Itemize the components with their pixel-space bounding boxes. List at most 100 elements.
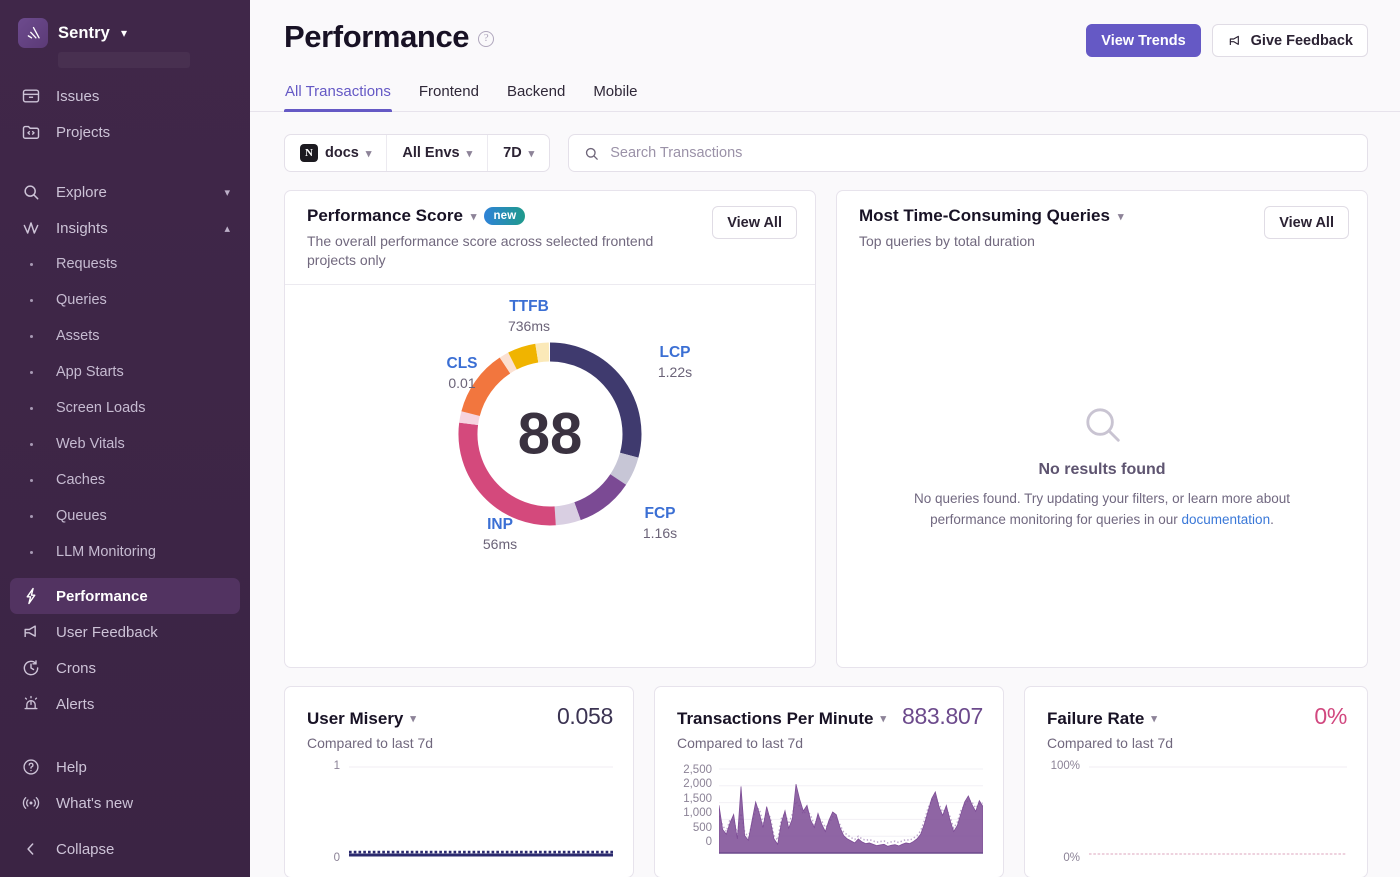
- bullet-icon: [20, 262, 42, 266]
- sidebar-item-crons[interactable]: Crons: [10, 650, 240, 686]
- issues-icon: [20, 85, 42, 107]
- sidebar-collapse-button[interactable]: Collapse: [10, 831, 240, 867]
- header-actions: View Trends Give Feedback: [1086, 20, 1368, 57]
- top-cards-row: Performance Score ▾ new The overall perf…: [250, 172, 1400, 668]
- bullet-icon: [20, 514, 42, 518]
- y-tick-1500: 1,500: [683, 792, 712, 805]
- sidebar-item-label: Insights: [56, 219, 108, 237]
- empty-text-before: No queries found. Try updating your filt…: [914, 490, 1290, 527]
- tab-mobile[interactable]: Mobile: [593, 83, 638, 100]
- sidebar-item-projects[interactable]: Projects: [10, 114, 240, 150]
- empty-state-title: No results found: [1038, 460, 1166, 478]
- bullet-icon: [20, 406, 42, 410]
- donut-label-fcp[interactable]: FCP: [645, 505, 676, 522]
- page-header: Performance ? View Trends Give Feedback: [250, 0, 1400, 57]
- sidebar-item-requests[interactable]: Requests: [10, 246, 240, 282]
- org-subtitle-placeholder: [58, 52, 190, 68]
- plot-area: [1089, 763, 1347, 863]
- clock-icon: [20, 657, 42, 679]
- chevron-down-icon[interactable]: ▾: [410, 713, 416, 726]
- sidebar-item-label: Screen Loads: [56, 400, 146, 416]
- sidebar-item-label: Assets: [56, 328, 100, 344]
- y-axis-labels: 1 0: [307, 759, 349, 864]
- sidebar-item-label: Explore: [56, 183, 107, 201]
- failure-rate-value: 0%: [1314, 702, 1347, 729]
- sidebar-item-label: Alerts: [56, 695, 95, 713]
- chevron-down-icon: ▾: [528, 147, 535, 160]
- sidebar-item-issues[interactable]: Issues: [10, 78, 240, 114]
- sidebar-item-help[interactable]: Help: [10, 749, 240, 785]
- chevron-down-icon[interactable]: ▾: [470, 210, 477, 223]
- sidebar-item-assets[interactable]: Assets: [10, 318, 240, 354]
- search-input[interactable]: Search Transactions: [568, 134, 1368, 172]
- siren-icon: [20, 693, 42, 715]
- view-trends-button[interactable]: View Trends: [1086, 24, 1201, 57]
- chevron-down-icon[interactable]: ▾: [1151, 713, 1157, 726]
- plot-area: [349, 763, 613, 863]
- sidebar-item-user-feedback[interactable]: User Feedback: [10, 614, 240, 650]
- tpm-value: 883.807: [901, 702, 983, 729]
- nav-bottom: Help What's new Collapse: [10, 749, 240, 877]
- megaphone-icon: [20, 621, 42, 643]
- tab-frontend[interactable]: Frontend: [418, 83, 479, 100]
- give-feedback-button[interactable]: Give Feedback: [1211, 24, 1368, 57]
- user-misery-value: 0.058: [556, 702, 613, 729]
- documentation-link[interactable]: documentation: [1181, 511, 1271, 527]
- org-switcher[interactable]: Sentry ▾: [10, 12, 240, 50]
- sidebar-item-whats-new[interactable]: What's new: [10, 785, 240, 821]
- donut-label-ttfb[interactable]: TTFB: [509, 298, 549, 315]
- queries-view-all-button[interactable]: View All: [1264, 206, 1349, 239]
- most-time-consuming-queries-card: Most Time-Consuming Queries ▾ Top querie…: [836, 190, 1368, 668]
- tab-backend[interactable]: Backend: [506, 83, 566, 100]
- project-selector[interactable]: N docs ▾: [285, 135, 386, 171]
- sidebar-item-label: Performance: [56, 587, 148, 605]
- sidebar-item-screen-loads[interactable]: Screen Loads: [10, 390, 240, 426]
- queries-subtitle: Top queries by total duration: [859, 233, 1035, 249]
- chevron-down-icon[interactable]: ▾: [880, 713, 887, 726]
- sidebar: Sentry ▾ Issues Projects: [0, 0, 250, 877]
- environment-label: All Envs: [402, 145, 460, 161]
- y-tick-1000: 1,000: [683, 807, 712, 820]
- chevron-up-icon[interactable]: ▴: [224, 222, 230, 235]
- question-circle-icon: [20, 756, 42, 778]
- chevron-down-icon[interactable]: ▾: [120, 26, 127, 40]
- sidebar-item-llm-monitoring[interactable]: LLM Monitoring: [10, 534, 240, 570]
- donut-segment-ttfb: [508, 343, 539, 370]
- donut-label-cls[interactable]: CLS: [447, 355, 478, 372]
- tab-all-transactions[interactable]: All Transactions: [284, 83, 392, 112]
- date-range-selector[interactable]: 7D ▾: [487, 135, 549, 171]
- y-tick-top: 100%: [1050, 759, 1080, 772]
- sidebar-item-explore[interactable]: Explore ▾: [10, 174, 240, 210]
- chevron-down-icon[interactable]: ▾: [1117, 210, 1124, 223]
- performance-score-view-all-button[interactable]: View All: [712, 206, 797, 239]
- sidebar-item-caches[interactable]: Caches: [10, 462, 240, 498]
- environment-selector[interactable]: All Envs ▾: [386, 135, 487, 171]
- sidebar-item-queries[interactable]: Queries: [10, 282, 240, 318]
- sidebar-item-label: Web Vitals: [56, 436, 125, 452]
- lightning-icon: [20, 585, 42, 607]
- sidebar-item-web-vitals[interactable]: Web Vitals: [10, 426, 240, 462]
- performance-score-title: Performance Score: [307, 206, 463, 225]
- sidebar-item-label: Queries: [56, 292, 107, 308]
- tpm-previous-series: [718, 795, 984, 844]
- donut-value-cls: 0.01: [448, 375, 475, 391]
- y-tick-top: 1: [333, 759, 340, 772]
- sidebar-item-queues[interactable]: Queues: [10, 498, 240, 534]
- donut-label-inp[interactable]: INP: [487, 516, 513, 533]
- help-tooltip-icon[interactable]: ?: [478, 31, 495, 47]
- donut-label-lcp[interactable]: LCP: [660, 344, 691, 361]
- tpm-sparkline: 2,500 2,000 1,500 1,000 500 0: [677, 763, 984, 863]
- bullet-icon: [20, 550, 42, 554]
- queries-empty-state: No results found No queries found. Try u…: [837, 265, 1367, 667]
- sidebar-item-alerts[interactable]: Alerts: [10, 686, 240, 722]
- sidebar-item-insights[interactable]: Insights ▴: [10, 210, 240, 246]
- sidebar-item-label: Queues: [56, 508, 107, 524]
- chevron-down-icon[interactable]: ▾: [224, 186, 230, 199]
- sidebar-item-performance[interactable]: Performance: [10, 578, 240, 614]
- broadcast-icon: [20, 792, 42, 814]
- y-tick-500: 500: [692, 821, 712, 834]
- nav-secondary: Performance User Feedback Crons Alerts: [10, 578, 240, 722]
- sidebar-item-app-starts[interactable]: App Starts: [10, 354, 240, 390]
- project-label: docs: [325, 145, 359, 161]
- sidebar-item-label: LLM Monitoring: [56, 544, 156, 560]
